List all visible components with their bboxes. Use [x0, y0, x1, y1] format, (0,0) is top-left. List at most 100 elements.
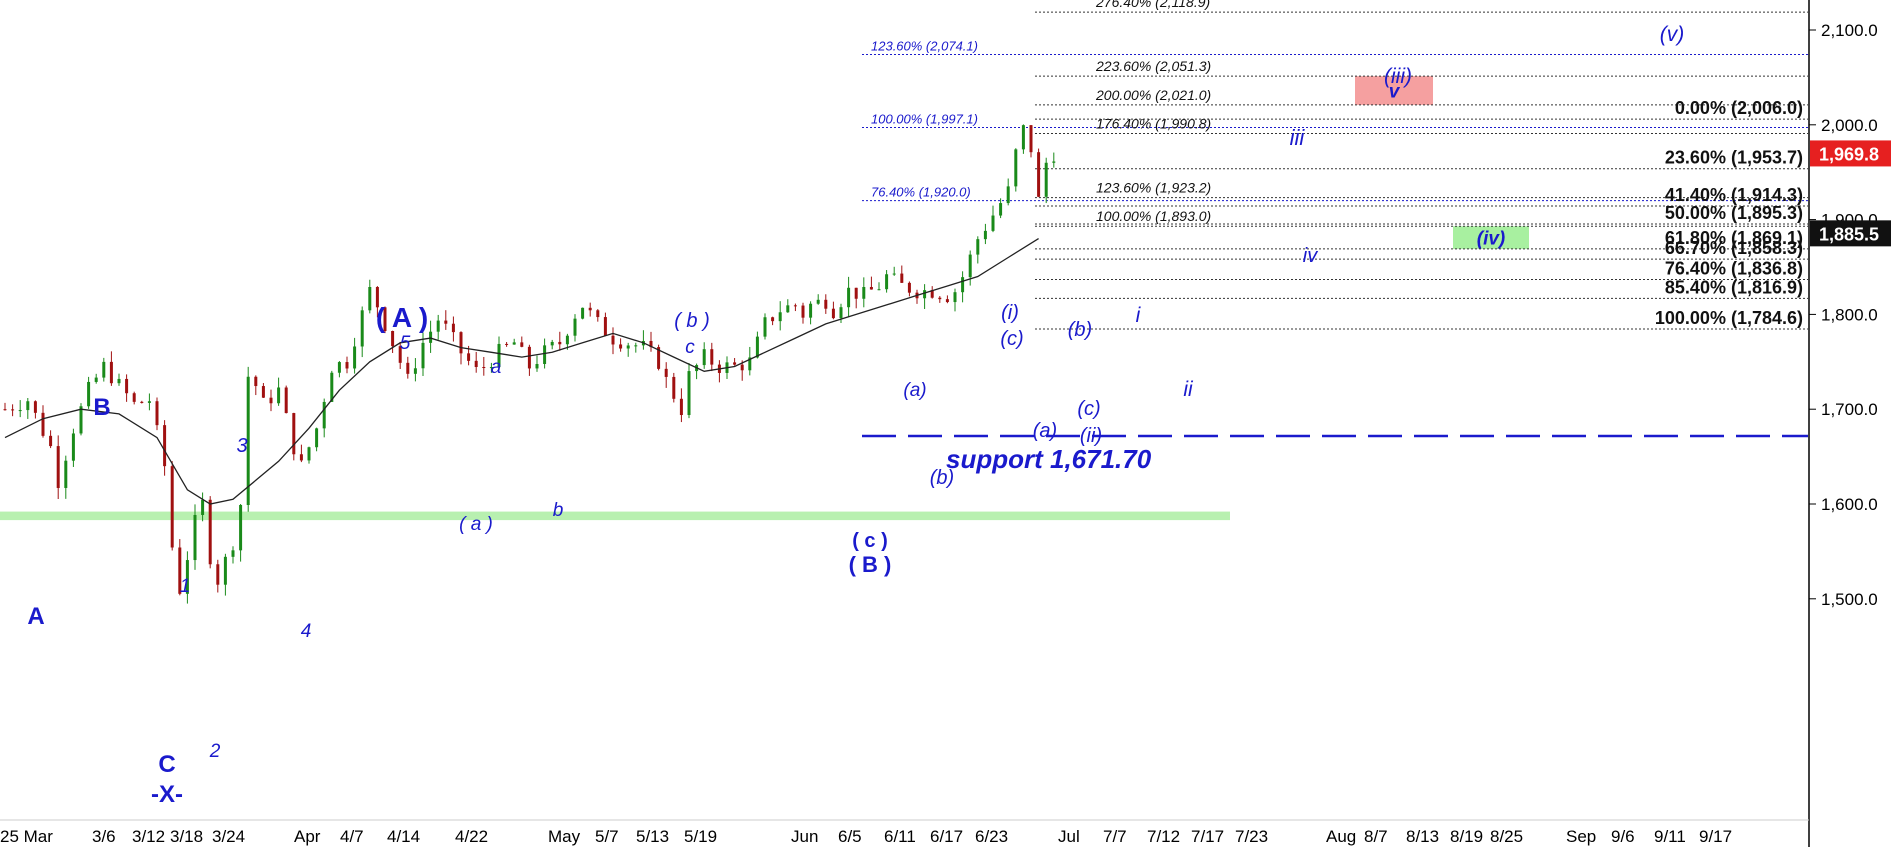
candle-body — [558, 341, 562, 345]
y-tick-label: 2,100.0 — [1821, 21, 1878, 40]
date-label: 25 Mar — [0, 827, 53, 846]
date-label: 8/7 — [1364, 827, 1388, 846]
fib-ext-label: 276.40% (2,118.9) — [1095, 0, 1210, 10]
candle-body — [132, 393, 136, 402]
candle-body — [938, 297, 942, 300]
candle-body — [185, 560, 189, 594]
candle-body — [11, 409, 15, 411]
candle-body — [178, 547, 182, 594]
candle-body — [436, 320, 440, 332]
candle-body — [391, 330, 395, 347]
fib-retr-label: 61.80% (1,869.1) — [1665, 228, 1803, 248]
candle-body — [565, 335, 569, 345]
candle-body — [679, 398, 683, 416]
fib-ext-label: 200.00% (2,021.0) — [1095, 87, 1211, 103]
candle-body — [125, 378, 129, 394]
date-label: 9/6 — [1611, 827, 1635, 846]
candle-body — [900, 273, 904, 283]
fib-ext-label: 123.60% (1,923.2) — [1096, 180, 1211, 196]
wave-label: iv — [1303, 245, 1318, 267]
candle-body — [163, 425, 167, 467]
target-box-label: v — [1389, 82, 1401, 103]
candle-body — [923, 290, 927, 299]
target-box-v — [1355, 76, 1433, 105]
fib-retr-label: 85.40% (1,816.9) — [1665, 277, 1803, 297]
candle-body — [1021, 125, 1025, 150]
candle-body — [87, 381, 91, 407]
candle-body — [831, 308, 835, 319]
candle-body — [968, 254, 972, 278]
candle-body — [702, 349, 706, 366]
candle-body — [520, 342, 524, 347]
candle-body — [155, 401, 159, 426]
date-label: 9/11 — [1654, 827, 1686, 846]
candle-body — [467, 353, 471, 361]
date-label: Sep — [1566, 827, 1596, 846]
candle-body — [771, 317, 775, 322]
wave-label: iii — [1290, 125, 1306, 150]
candle-body — [18, 410, 22, 412]
date-label: 7/23 — [1235, 827, 1268, 846]
candle-body — [809, 303, 813, 318]
candle-body — [824, 299, 828, 309]
candle-body — [216, 564, 220, 585]
candle-body — [26, 401, 30, 411]
candle-body — [79, 406, 83, 434]
wave-label: (a) — [903, 380, 926, 401]
wave-label: i — [1136, 304, 1142, 327]
wave-label: ( B ) — [849, 552, 892, 577]
candle-body — [413, 368, 417, 374]
close-price-marker-bg — [1810, 220, 1891, 247]
price-markers: 1,969.8 1,885.5 — [1810, 140, 1891, 247]
date-label: 6/5 — [838, 827, 862, 846]
date-label: May — [548, 827, 581, 846]
fib-retr-label: 100.00% (1,784.6) — [1655, 308, 1803, 328]
candle-body — [64, 460, 68, 488]
fib-retr-label: 0.00% (2,006.0) — [1675, 98, 1803, 118]
date-label: 6/17 — [930, 827, 963, 846]
fib-levels-layer: 123.60% (2,074.1) 100.00% (1,997.1) 76.40%… — [862, 0, 1808, 330]
date-label: Aug — [1326, 827, 1356, 846]
candle-body — [1006, 186, 1010, 204]
wave-labels-layer: A B C -X- 1 2 3 4 5( A ) a ( a ) b ( b ) c ( c )( B ) (… — [27, 23, 1684, 808]
candle-body — [961, 277, 965, 293]
candle-body — [49, 435, 53, 447]
candle-body — [816, 299, 820, 304]
candle-body — [945, 299, 949, 303]
candle-body — [292, 413, 296, 455]
wave-label: (v) — [1660, 23, 1685, 46]
candle-body — [1029, 125, 1033, 153]
candle-body — [763, 317, 767, 337]
wave-label: 2 — [209, 741, 221, 762]
candle-body — [147, 401, 151, 403]
fib-blue-label: 100.00% (1,997.1) — [871, 112, 978, 127]
candle-body — [573, 318, 577, 336]
date-label: 3/6 — [92, 827, 116, 846]
candle-body — [368, 286, 372, 311]
candle-body — [976, 239, 980, 255]
y-tick-label: 2,000.0 — [1821, 116, 1878, 135]
y-tick-label: 1,800.0 — [1821, 305, 1878, 324]
last-price-marker-bg — [1810, 140, 1891, 167]
date-label: 5/7 — [595, 827, 619, 846]
candle-body — [649, 340, 653, 348]
candle-body — [687, 371, 691, 416]
candle-body — [930, 290, 934, 298]
y-tick-label: 1,700.0 — [1821, 400, 1878, 419]
date-label: 4/22 — [455, 827, 488, 846]
date-label: 5/19 — [684, 827, 717, 846]
date-label: 6/23 — [975, 827, 1008, 846]
target-box-iv — [1453, 226, 1529, 249]
wave-label: 1 — [180, 576, 191, 597]
candle-body — [512, 342, 516, 345]
candle-body — [254, 376, 258, 387]
candle-body — [999, 203, 1003, 216]
candle-body — [801, 305, 805, 318]
candle-body — [505, 343, 509, 345]
date-label: 3/24 — [212, 827, 245, 846]
candle-body — [527, 346, 531, 369]
date-label: 4/7 — [340, 827, 364, 846]
fib-retr-label: 23.60% (1,953.7) — [1665, 148, 1803, 168]
candle-body — [892, 273, 896, 275]
